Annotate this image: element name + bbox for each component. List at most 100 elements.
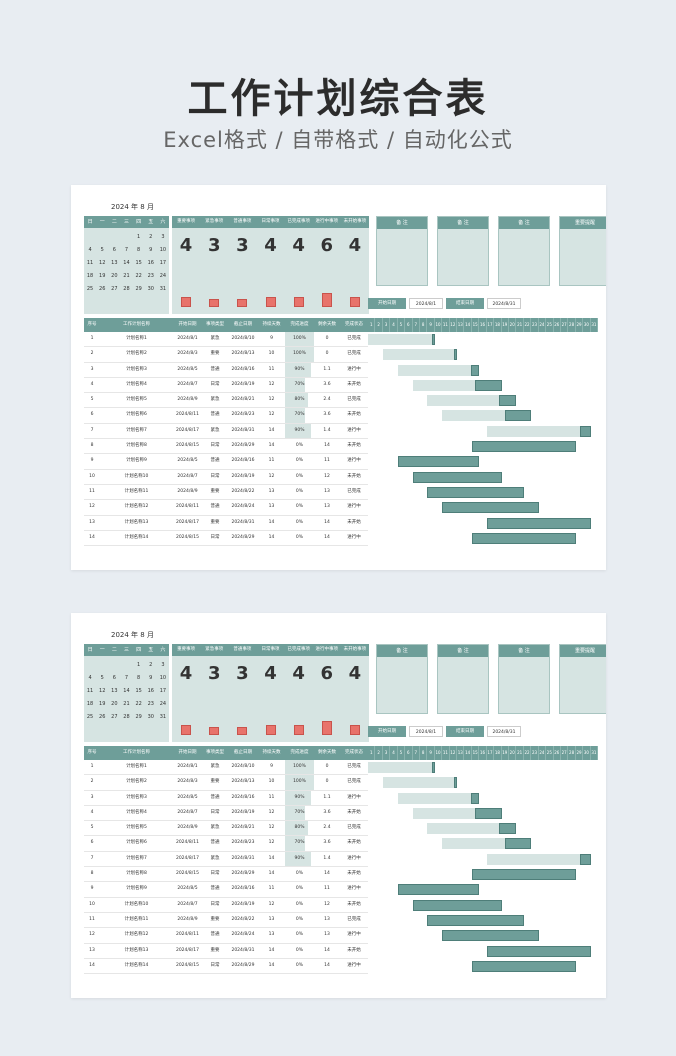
gantt-bar[interactable] [486, 945, 591, 957]
table-row[interactable]: 13 计划名称13 2024/8/17 重要 2024/8/31 14 0% 14 未开始 [84, 944, 368, 959]
table-cell: 3.6 [323, 412, 331, 418]
end-date-label: 结束日期 [446, 726, 484, 737]
table-row[interactable]: 7 计划名称7 2024/8/17 紧急 2024/8/31 14 90% 1.4 进行中 [84, 851, 368, 868]
table-cell: 普通 [210, 840, 220, 846]
calendar-day: 10 [159, 675, 167, 681]
gantt-bar[interactable] [442, 930, 539, 942]
table-cell: 进行中 [347, 504, 361, 510]
reminder-panel: 重要提醒 [559, 216, 606, 286]
table-cell: 100% [285, 775, 314, 790]
table-row[interactable]: 11 计划名称11 2024/8/9 重要 2024/8/22 13 0% 13 已完成 [84, 913, 368, 929]
table-row[interactable]: 8 计划名称8 2024/8/15 日常 2024/8/29 14 0% 14 未开始 [84, 439, 368, 455]
progress-text: 0% [295, 519, 304, 525]
table-cell: 未开始 [347, 840, 361, 846]
spreadsheet-preview-1: 2024 年 8 月 日一二三四五六 1 2 3 4 5 6 7 8 9 10 11 12 13 14 15… [71, 185, 606, 570]
gantt-bar[interactable] [427, 395, 517, 407]
gantt-bar[interactable] [471, 532, 576, 544]
table-row[interactable]: 14 计划名称14 2024/8/15 日常 2024/8/29 14 0% 14 进行中 [84, 531, 368, 547]
table-row[interactable]: 1 计划名称1 2024/8/1 紧急 2024/8/10 9 100% 0 已完成 [84, 332, 368, 348]
table-row[interactable]: 7 计划名称7 2024/8/17 紧急 2024/8/31 14 90% 1.4 进行中 [84, 423, 368, 440]
gantt-row [368, 852, 598, 867]
gantt-day: 9 [427, 746, 435, 760]
table-row[interactable]: 6 计划名称6 2024/8/11 普通 2024/8/23 12 70% 3.6 未开始 [84, 836, 368, 852]
gantt-bar[interactable] [397, 884, 480, 896]
table-row[interactable]: 9 计划名称9 2024/8/5 普通 2024/8/16 11 0% 11 进行中 [84, 454, 368, 470]
table-header-cell: 截止日期 [234, 322, 252, 327]
page-title: 工作计划综合表 [187, 76, 489, 122]
stat-label: 已完成事项 [287, 647, 310, 652]
table-row[interactable]: 10 计划名称10 2024/8/7 日常 2024/8/19 12 0% 12 未开始 [84, 898, 368, 913]
gantt-bar[interactable] [382, 349, 458, 361]
stat-label: 普通事项 [233, 219, 252, 224]
table-row[interactable]: 5 计划名称5 2024/8/9 紧急 2024/8/21 12 80% 2.4 已完成 [84, 821, 368, 837]
table-row[interactable]: 8 计划名称8 2024/8/15 日常 2024/8/29 14 0% 14 未开始 [84, 867, 368, 883]
table-row[interactable]: 5 计划名称5 2024/8/9 紧急 2024/8/21 12 80% 2.4 已完成 [84, 393, 368, 409]
gantt-bar[interactable] [412, 379, 502, 391]
table-row[interactable]: 3 计划名称3 2024/8/5 普通 2024/8/16 11 90% 1.1 进行中 [84, 362, 368, 378]
gantt-bar[interactable] [442, 502, 539, 514]
table-row[interactable]: 12 计划名称12 2024/8/11 普通 2024/8/24 13 0% 13 进行中 [84, 500, 368, 516]
progress-fill [285, 760, 314, 775]
table-row[interactable]: 3 计划名称3 2024/8/5 普通 2024/8/16 11 90% 1.1 进行中 [84, 790, 368, 806]
progress-fill [285, 393, 309, 408]
table-cell: 0 [325, 351, 329, 357]
table-row[interactable]: 9 计划名称9 2024/8/5 普通 2024/8/16 11 0% 11 进行中 [84, 882, 368, 898]
gantt-bar[interactable] [412, 807, 502, 819]
table-row[interactable]: 10 计划名称10 2024/8/7 日常 2024/8/19 12 0% 12 未开始 [84, 470, 368, 485]
table-cell: 计划名称6 [126, 412, 147, 418]
end-date-value[interactable]: 2024/8/31 [487, 726, 521, 737]
gantt-bar[interactable] [397, 792, 480, 804]
calendar-weekday: 六 [160, 647, 166, 653]
gantt-bar[interactable] [442, 410, 532, 422]
table-row[interactable]: 13 计划名称13 2024/8/17 重要 2024/8/31 14 0% 14 未开始 [84, 516, 368, 531]
table-row[interactable]: 6 计划名称6 2024/8/11 普通 2024/8/23 12 70% 3.6 未开始 [84, 408, 368, 424]
table-cell: 进行中 [347, 458, 361, 464]
table-row[interactable]: 4 计划名称4 2024/8/7 日常 2024/8/19 12 70% 3.6 未开始 [84, 805, 368, 822]
gantt-bar[interactable] [412, 471, 502, 483]
start-date-value[interactable]: 2024/8/1 [409, 298, 443, 309]
gantt-bar[interactable] [486, 425, 591, 437]
stat-value: 3 [207, 235, 221, 256]
gantt-bar[interactable] [486, 517, 591, 529]
table-cell: 计划名称2 [126, 779, 147, 785]
progress-text: 0% [295, 886, 304, 892]
gantt-bar[interactable] [471, 869, 576, 881]
table-header-cell: 剩余天数 [318, 750, 336, 755]
gantt-bar[interactable] [368, 334, 435, 345]
gantt-bar[interactable] [412, 899, 502, 911]
gantt-bar[interactable] [471, 441, 576, 453]
table-cell: 计划名称1 [126, 336, 147, 341]
start-date-value[interactable]: 2024/8/1 [409, 726, 443, 737]
table-row[interactable]: 11 计划名称11 2024/8/9 重要 2024/8/22 13 0% 13 已完成 [84, 485, 368, 501]
table-cell: 已完成 [347, 351, 361, 357]
end-date-value[interactable]: 2024/8/31 [487, 298, 521, 309]
table-cell: 日常 [210, 901, 220, 907]
gantt-day: 5 [398, 746, 406, 760]
gantt-row [368, 882, 598, 897]
table-row[interactable]: 2 计划名称2 2024/8/3 重要 2024/8/13 10 100% 0 已完成 [84, 775, 368, 791]
month-label: 2024 年 8 月 [111, 631, 154, 639]
gantt-bar[interactable] [471, 960, 576, 972]
gantt-bar[interactable] [427, 486, 524, 498]
gantt-bar[interactable] [442, 838, 532, 850]
gantt-bar[interactable] [368, 762, 435, 773]
gantt-bar[interactable] [382, 777, 458, 789]
gantt-bar[interactable] [427, 823, 517, 835]
table-row[interactable]: 2 计划名称2 2024/8/3 重要 2024/8/13 10 100% 0 已完成 [84, 347, 368, 363]
table-cell: 13 [89, 947, 95, 953]
table-row[interactable]: 12 计划名称12 2024/8/11 普通 2024/8/24 13 0% 13 进行中 [84, 928, 368, 944]
gantt-bar[interactable] [427, 914, 524, 926]
table-cell: 13 [268, 932, 275, 938]
gantt-day: 26 [554, 318, 561, 332]
gantt-row [368, 516, 598, 531]
table-cell: 13 [89, 519, 95, 525]
gantt-bar[interactable] [397, 364, 480, 376]
table-row[interactable]: 14 计划名称14 2024/8/15 日常 2024/8/29 14 0% 14 进行中 [84, 959, 368, 975]
table-cell: 10 [89, 473, 95, 479]
gantt-bar[interactable] [486, 853, 591, 865]
gantt-bar[interactable] [397, 456, 480, 468]
table-cell: 已完成 [347, 779, 361, 785]
table-row[interactable]: 1 计划名称1 2024/8/1 紧急 2024/8/10 9 100% 0 已完成 [84, 760, 368, 776]
table-cell: 90% [285, 851, 314, 867]
table-row[interactable]: 4 计划名称4 2024/8/7 日常 2024/8/19 12 70% 3.6 未开始 [84, 377, 368, 394]
